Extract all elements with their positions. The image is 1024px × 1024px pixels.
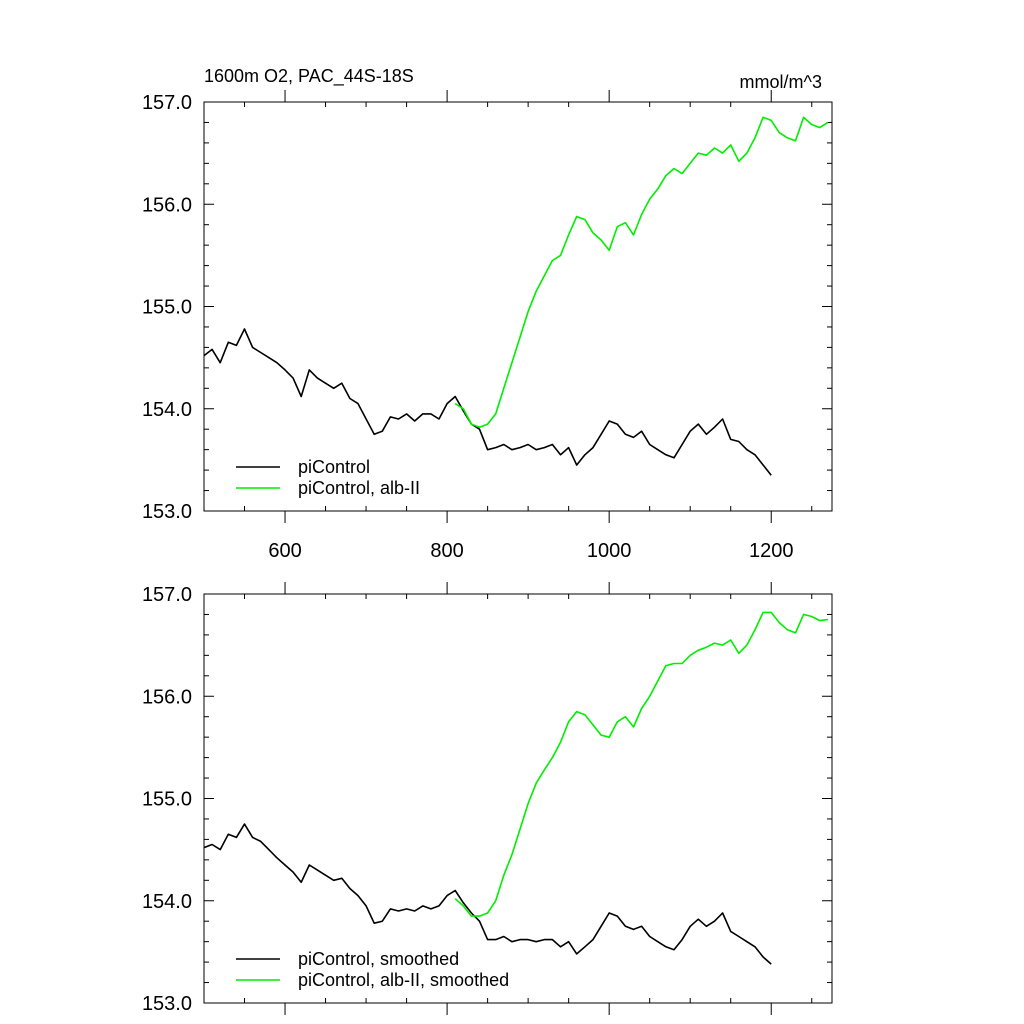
y-tick-label: 154.0 [142, 399, 192, 421]
y-tick-label: 156.0 [142, 686, 192, 708]
panel-bottom: 153.0 154.0 155.0 156.0 157.0 piControl, smoo… [142, 582, 833, 1015]
legend-label-0: piControl, smoothed [298, 949, 459, 969]
series-line-0 [203, 823, 772, 965]
plot-frame [203, 593, 833, 1004]
plot-frame [203, 101, 833, 512]
panel-top: 153.0 154.0 155.0 156.0 157.0 600 800 1000 1200 1… [142, 66, 833, 562]
series-line-1 [454, 611, 828, 917]
legend-label-1: piControl, alb-II, smoothed [298, 970, 509, 990]
units-label: mmol/m^3 [740, 72, 822, 92]
x-tick-label: 1000 [587, 540, 632, 562]
series-line-0 [203, 328, 772, 476]
series-line-1 [454, 116, 829, 429]
y-tick-label: 155.0 [142, 789, 192, 811]
y-tick-label: 154.0 [142, 891, 192, 913]
x-tick-label: 1200 [749, 540, 794, 562]
y-tick-label: 156.0 [142, 194, 192, 216]
y-tick-label: 157.0 [142, 92, 192, 114]
legend-label-1: piControl, alb-II [298, 478, 420, 498]
y-tick-label: 157.0 [142, 584, 192, 606]
y-tick-label: 153.0 [142, 993, 192, 1015]
y-tick-label: 155.0 [142, 297, 192, 319]
x-tick-label: 600 [268, 540, 301, 562]
x-tick-label: 800 [430, 540, 463, 562]
legend-label-0: piControl [298, 457, 370, 477]
chart-title: 1600m O2, PAC_44S-18S [204, 66, 414, 87]
y-tick-label: 153.0 [142, 501, 192, 523]
